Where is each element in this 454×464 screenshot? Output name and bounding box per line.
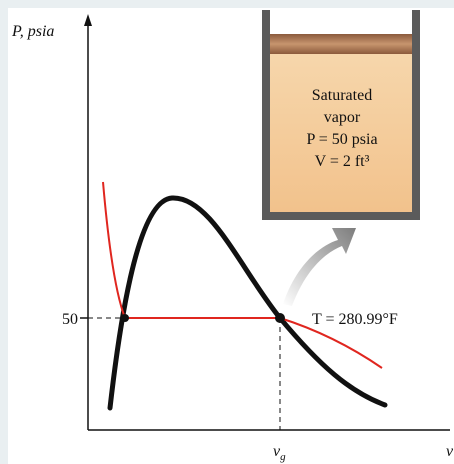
state-point xyxy=(275,313,285,323)
pressure-tick-label: 50 xyxy=(62,311,78,328)
x-axis-label: v xyxy=(446,443,454,460)
saturation-dome xyxy=(107,195,388,411)
device-text: V = 2 ft³ xyxy=(315,153,370,170)
state-label-sub: g xyxy=(280,451,286,463)
piston xyxy=(270,34,412,54)
state-label-main: v xyxy=(273,443,281,460)
state-point xyxy=(121,314,129,322)
cylinder-top xyxy=(270,10,412,34)
isotherm-label: T = 280.99°F xyxy=(312,311,398,328)
y-axis-arrow xyxy=(84,14,92,26)
state-label: vg xyxy=(273,443,286,463)
y-axis-label: P, psia xyxy=(11,23,54,40)
device-text: Saturated xyxy=(312,87,372,104)
arrow xyxy=(283,228,356,306)
device-text: P = 50 psia xyxy=(306,131,377,148)
device-text: vapor xyxy=(324,109,361,126)
